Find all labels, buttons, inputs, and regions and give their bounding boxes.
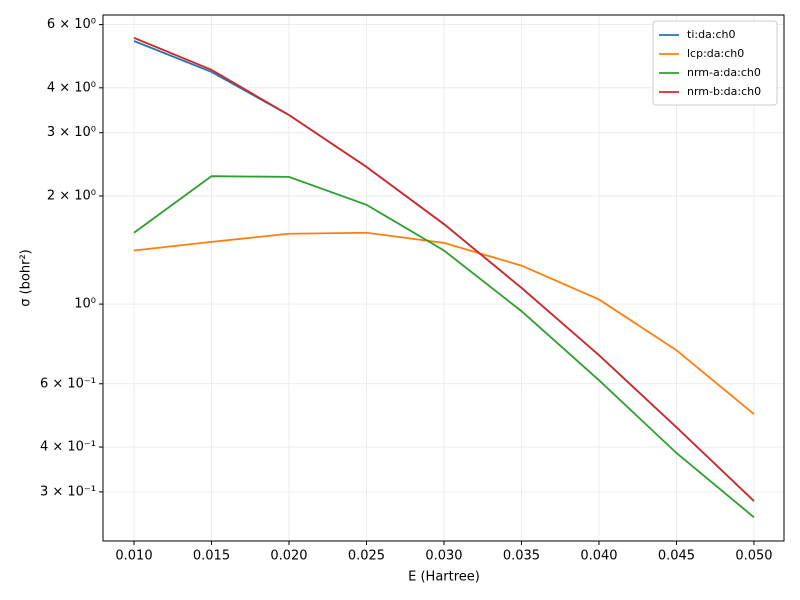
y-tick-label: 10⁰ xyxy=(74,297,96,312)
y-tick-label: 6 × 10⁻¹ xyxy=(40,376,96,391)
legend-label: lcp:da:ch0 xyxy=(687,47,744,60)
line xyxy=(133,231,755,415)
x-tick-label: 0.045 xyxy=(658,549,695,564)
legend-label: ti:da:ch0 xyxy=(687,28,736,41)
x-tick-label: 0.015 xyxy=(193,549,230,564)
y-tick-label: 6 × 10⁰ xyxy=(47,17,96,32)
y-tick-label: 3 × 10⁻¹ xyxy=(40,484,96,499)
x-tick-label: 0.020 xyxy=(270,549,307,564)
y-tick-label: 4 × 10⁻¹ xyxy=(40,440,96,455)
y-axis-label: σ (bohr²) xyxy=(19,249,34,307)
y-tick-label: 3 × 10⁰ xyxy=(47,125,96,140)
y-tick-label: 4 × 10⁰ xyxy=(47,80,96,95)
x-axis-label: E (Hartree) xyxy=(408,570,480,585)
plot-frame xyxy=(102,14,785,542)
x-tick-label: 0.030 xyxy=(425,549,462,564)
x-tick-label: 0.035 xyxy=(503,549,540,564)
line xyxy=(133,175,755,518)
legend-box xyxy=(652,20,778,106)
legend: ti:da:ch0 lcp:da:ch0 nrm-a:da:ch0 nrm-b:da:… xyxy=(652,20,778,106)
x-tick-label: 0.010 xyxy=(115,549,152,564)
legend-label: nrm-b:da:ch0 xyxy=(687,85,761,98)
x-tick-label: 0.040 xyxy=(580,549,617,564)
legend-label: nrm-a:da:ch0 xyxy=(687,66,761,79)
line xyxy=(133,37,755,502)
x-tick-label: 0.050 xyxy=(735,549,772,564)
y-tick-label: 2 × 10⁰ xyxy=(47,188,96,203)
x-tick-label: 0.025 xyxy=(348,549,385,564)
